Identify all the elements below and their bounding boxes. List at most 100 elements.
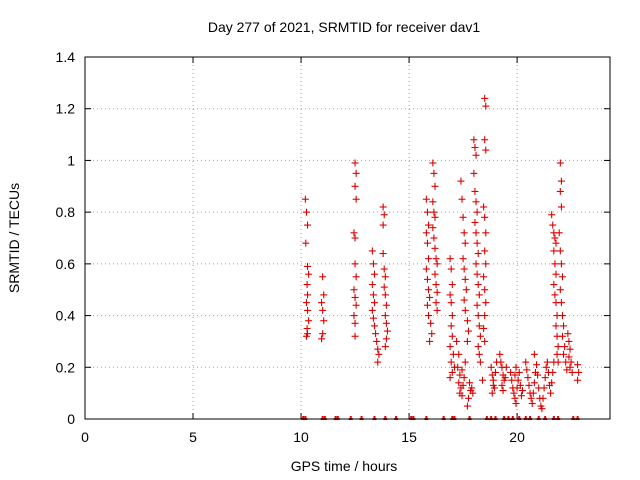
data-point bbox=[459, 381, 467, 389]
data-point bbox=[453, 337, 461, 345]
data-point bbox=[423, 239, 431, 247]
data-point bbox=[430, 234, 438, 242]
data-point bbox=[474, 250, 482, 258]
data-point bbox=[431, 182, 439, 190]
data-point bbox=[574, 376, 582, 384]
data-point bbox=[491, 368, 499, 376]
data-point bbox=[474, 343, 482, 351]
data-point bbox=[481, 213, 489, 221]
data-point bbox=[554, 343, 562, 351]
y-tick-label: 0.2 bbox=[56, 359, 76, 375]
data-point bbox=[463, 402, 471, 410]
data-point bbox=[481, 247, 489, 255]
data-point bbox=[527, 394, 535, 402]
data-point bbox=[566, 363, 574, 371]
data-point bbox=[479, 376, 487, 384]
data-point bbox=[429, 224, 437, 232]
data-point bbox=[463, 317, 471, 325]
data-point bbox=[304, 221, 312, 229]
y-tick-label: 0.8 bbox=[56, 204, 76, 220]
data-point bbox=[558, 273, 566, 281]
data-point bbox=[382, 319, 390, 327]
data-point bbox=[480, 273, 488, 281]
data-point bbox=[320, 317, 328, 325]
data-point bbox=[304, 262, 312, 270]
data-point bbox=[471, 144, 479, 151]
data-point bbox=[473, 208, 481, 216]
data-point bbox=[428, 330, 436, 338]
data-point bbox=[471, 218, 479, 226]
data-point bbox=[351, 234, 359, 242]
data-point bbox=[459, 213, 467, 221]
data-point bbox=[557, 299, 565, 307]
data-point bbox=[433, 306, 441, 314]
data-point bbox=[463, 337, 471, 345]
data-point bbox=[530, 379, 538, 387]
data-point bbox=[516, 381, 524, 389]
data-point bbox=[432, 255, 440, 263]
data-point bbox=[462, 286, 470, 294]
data-point bbox=[502, 363, 510, 371]
data-point bbox=[382, 301, 390, 309]
data-point bbox=[371, 270, 379, 278]
data-point bbox=[468, 384, 476, 392]
data-point bbox=[556, 247, 564, 255]
data-point bbox=[302, 299, 310, 307]
data-point bbox=[472, 151, 480, 159]
data-point bbox=[433, 288, 441, 296]
data-point bbox=[351, 332, 359, 340]
data-point bbox=[381, 312, 389, 320]
data-point bbox=[446, 374, 454, 382]
data-point bbox=[473, 301, 481, 309]
data-point bbox=[547, 389, 555, 397]
data-point bbox=[551, 234, 559, 242]
chart-title: Day 277 of 2021, SRMTID for receiver dav… bbox=[208, 19, 481, 35]
y-axis-label: SRMTID / TECUs bbox=[6, 183, 22, 293]
data-points bbox=[301, 94, 583, 420]
data-point bbox=[550, 281, 558, 289]
data-point bbox=[351, 293, 359, 301]
data-point bbox=[422, 195, 430, 203]
data-point bbox=[352, 301, 360, 309]
data-point bbox=[466, 379, 474, 387]
data-point bbox=[481, 286, 489, 294]
data-point bbox=[540, 384, 548, 392]
data-point bbox=[319, 306, 327, 314]
data-point bbox=[446, 343, 454, 351]
y-tick-label: 1.4 bbox=[56, 49, 76, 65]
axis-ticks: 0 0.2 0.4 0.6 0.8 1 1.2 1.4 0 5 10 15 20 bbox=[56, 49, 610, 445]
data-point bbox=[566, 345, 574, 353]
data-point bbox=[565, 353, 573, 361]
x-tick-label: 5 bbox=[189, 429, 197, 445]
data-point bbox=[480, 203, 488, 211]
data-point bbox=[472, 229, 480, 237]
data-point bbox=[374, 358, 382, 366]
data-point bbox=[455, 350, 463, 358]
data-point bbox=[369, 314, 377, 322]
data-point bbox=[528, 399, 536, 407]
data-point bbox=[371, 322, 379, 330]
data-point bbox=[380, 211, 388, 219]
data-point bbox=[464, 394, 472, 402]
data-point bbox=[430, 169, 438, 177]
data-point bbox=[550, 247, 558, 255]
data-point bbox=[514, 376, 522, 384]
data-point bbox=[529, 389, 537, 397]
data-point bbox=[457, 177, 465, 185]
data-point bbox=[560, 350, 568, 358]
y-tick-label: 0.4 bbox=[56, 308, 76, 324]
data-point bbox=[488, 389, 496, 397]
data-point bbox=[380, 283, 388, 291]
data-point bbox=[456, 371, 464, 379]
data-point bbox=[352, 195, 360, 203]
data-point bbox=[448, 281, 456, 289]
data-point bbox=[482, 102, 490, 110]
data-point bbox=[368, 306, 376, 314]
data-point bbox=[381, 273, 389, 281]
data-point bbox=[481, 337, 489, 345]
data-point bbox=[524, 374, 532, 382]
data-point bbox=[480, 325, 488, 332]
data-point bbox=[476, 332, 484, 340]
data-point bbox=[519, 387, 526, 395]
data-point bbox=[431, 244, 439, 252]
